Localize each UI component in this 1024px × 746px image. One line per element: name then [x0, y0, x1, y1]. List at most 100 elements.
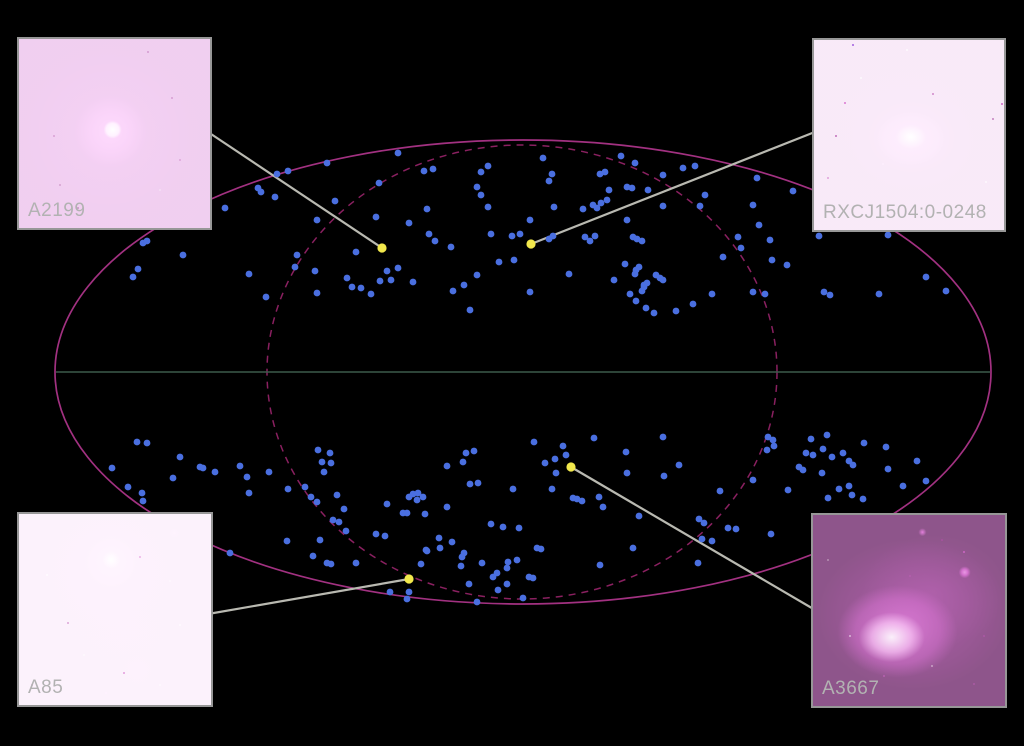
cluster-point [133, 438, 141, 446]
cluster-point [819, 445, 827, 453]
cluster-point [845, 482, 853, 490]
cluster-point [548, 170, 556, 178]
cluster-point [316, 536, 324, 544]
cluster-point [495, 258, 503, 266]
cluster-point [784, 486, 792, 494]
cluster-point [470, 447, 478, 455]
cluster-point [342, 527, 350, 535]
cluster-point [405, 493, 413, 501]
cluster-point [504, 558, 512, 566]
inset-image-a3667: A3667 [811, 513, 1007, 708]
cluster-point [211, 468, 219, 476]
cluster-point [381, 532, 389, 540]
cluster-point [675, 461, 683, 469]
cluster-point [899, 482, 907, 490]
cluster-point [650, 309, 658, 317]
cluster-point [698, 535, 706, 543]
cluster-point [631, 159, 639, 167]
cluster-point [591, 232, 599, 240]
cluster-point [809, 451, 817, 459]
cluster-point [635, 512, 643, 520]
cluster-point [420, 167, 428, 175]
cluster-point [589, 201, 597, 209]
cluster-point [770, 442, 778, 450]
cluster-point [129, 273, 137, 281]
cluster-point [329, 516, 337, 524]
cluster-point [313, 289, 321, 297]
cluster-point [473, 271, 481, 279]
cluster-point [766, 236, 774, 244]
cluster-point [764, 433, 772, 441]
cluster-point [257, 188, 265, 196]
cluster-point [545, 177, 553, 185]
cluster-point [519, 594, 527, 602]
cluster-point [489, 573, 497, 581]
cluster-point [565, 270, 573, 278]
cluster-point [473, 598, 481, 606]
cluster-point [603, 196, 611, 204]
cluster-point [719, 253, 727, 261]
cluster-point [755, 221, 763, 229]
inset-image-rxcj1504: RXCJ1504:0-0248 [812, 38, 1006, 232]
inset-label-a3667: A3667 [822, 678, 880, 699]
cluster-point [581, 233, 589, 241]
cluster-point [691, 162, 699, 170]
cluster-point [590, 434, 598, 442]
cluster-point [403, 595, 411, 603]
cluster-point [768, 256, 776, 264]
inset-image-a85: A85 [17, 512, 213, 707]
cluster-point [494, 586, 502, 594]
cluster-point [394, 149, 402, 157]
cluster-point [848, 491, 856, 499]
cluster-point [318, 458, 326, 466]
connector-line-rxcj1504 [530, 126, 826, 246]
cluster-point [942, 287, 950, 295]
cluster-point [169, 474, 177, 482]
cluster-point [383, 267, 391, 275]
cluster-point [610, 276, 618, 284]
cluster-point [293, 251, 301, 259]
cluster-point [503, 580, 511, 588]
cluster-point [474, 479, 482, 487]
cluster-point [753, 174, 761, 182]
cluster-point [539, 154, 547, 162]
inset-label-a2199: A2199 [28, 200, 86, 221]
cluster-point [802, 449, 810, 457]
cluster-point [386, 588, 394, 596]
cluster-point [459, 458, 467, 466]
cluster-point [245, 489, 253, 497]
cluster-point [820, 288, 828, 296]
cluster-point [179, 251, 187, 259]
cluster-point [623, 469, 631, 477]
cluster-point [478, 559, 486, 567]
cluster-point [139, 497, 147, 505]
highlighted-cluster-point-a2199 [377, 243, 387, 253]
cluster-point [262, 293, 270, 301]
cluster-point [419, 493, 427, 501]
cluster-point [376, 277, 384, 285]
cluster-point [357, 284, 365, 292]
inset-label-a85: A85 [28, 677, 64, 698]
cluster-point [815, 232, 823, 240]
cluster-point [635, 263, 643, 271]
cluster-point [860, 439, 868, 447]
cluster-point [513, 556, 521, 564]
cluster-point [700, 519, 708, 527]
cluster-point [236, 462, 244, 470]
cluster-point [550, 203, 558, 211]
cluster-point [882, 443, 890, 451]
cluster-point [660, 472, 668, 480]
cluster-point [763, 446, 771, 454]
cluster-point [394, 264, 402, 272]
cluster-point [623, 216, 631, 224]
cluster-point [724, 524, 732, 532]
star-speckles [813, 515, 815, 517]
cluster-point [552, 469, 560, 477]
cluster-point [701, 191, 709, 199]
cluster-point [628, 184, 636, 192]
cluster-point [734, 233, 742, 241]
highlighted-cluster-point-a3667 [566, 462, 576, 472]
inset-label-rxcj1504: RXCJ1504:0-0248 [823, 202, 987, 223]
